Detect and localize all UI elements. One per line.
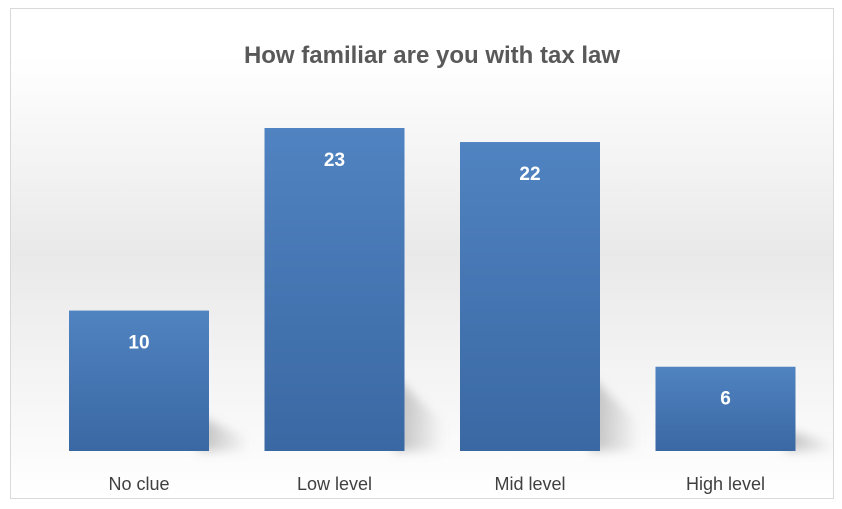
bar-shadow <box>199 415 249 451</box>
bar-chart: How familiar are you with tax law 10 23 22… <box>69 42 833 494</box>
chart-area: How familiar are you with tax law 10 23 22… <box>10 8 834 499</box>
bar-high-level <box>655 366 796 451</box>
bar-shadow <box>590 376 640 451</box>
x-tick-label: High level <box>686 474 765 494</box>
x-tick-label: Low level <box>297 474 372 494</box>
x-axis-tick-labels: No clue Low level Mid level High level <box>108 474 765 494</box>
data-label: 23 <box>324 150 345 171</box>
bar-no-clue <box>69 310 209 451</box>
x-tick-label: No clue <box>108 474 169 494</box>
data-label: 10 <box>128 333 149 354</box>
chart-title: How familiar are you with tax law <box>244 42 620 69</box>
bars <box>69 128 796 452</box>
bar-shadow <box>394 376 445 451</box>
data-label: 6 <box>720 389 731 410</box>
data-labels: 10 23 22 6 <box>128 150 730 410</box>
x-tick-label: Mid level <box>494 474 565 494</box>
data-label: 22 <box>519 164 540 185</box>
bar-shadow <box>785 429 833 451</box>
bar-low-level <box>264 128 405 451</box>
bar-mid-level <box>460 142 600 452</box>
bar-shadows <box>199 376 833 451</box>
